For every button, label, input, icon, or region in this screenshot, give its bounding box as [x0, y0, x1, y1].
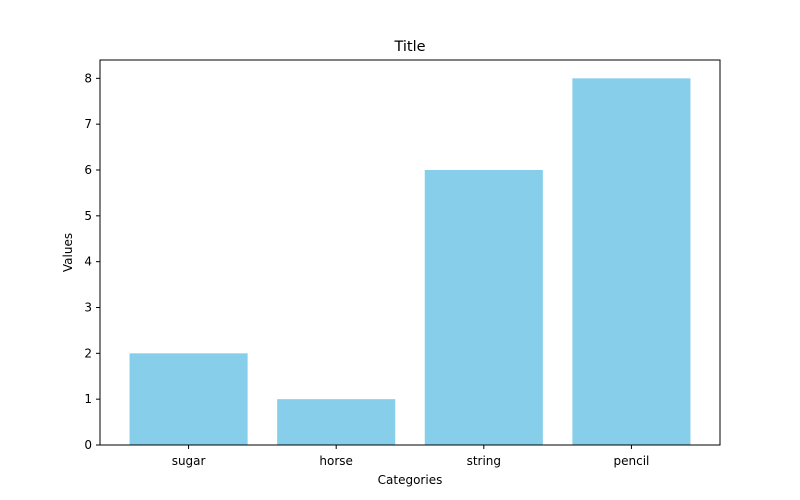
y-axis-label: Values	[61, 233, 75, 272]
y-tick-label: 2	[84, 346, 92, 360]
x-tick-label: horse	[319, 454, 353, 468]
x-axis-label: Categories	[378, 473, 443, 487]
y-tick-label: 6	[84, 163, 92, 177]
y-tick-label: 1	[84, 392, 92, 406]
x-tick-label: pencil	[613, 454, 649, 468]
bar-sugar	[129, 353, 248, 445]
bar-string	[424, 170, 543, 445]
plot-frame	[99, 59, 721, 446]
y-tick-label: 3	[84, 301, 92, 315]
bar-horse	[277, 399, 396, 445]
y-tick-label: 5	[84, 209, 92, 223]
y-tick-label: 7	[84, 117, 92, 131]
y-axis-ticks: 0 1 2 3 4 5 6 7 8	[84, 71, 100, 452]
y-tick-label: 8	[84, 71, 92, 85]
chart-title: Title	[393, 39, 425, 55]
y-tick-label: 0	[84, 438, 92, 452]
y-tick-label: 4	[84, 255, 92, 269]
x-tick-label: string	[467, 454, 501, 468]
x-tick-label: sugar	[172, 454, 206, 468]
bar-pencil	[572, 78, 691, 445]
bars-group	[129, 78, 691, 445]
x-axis-ticks: sugar horse string pencil	[172, 445, 649, 468]
